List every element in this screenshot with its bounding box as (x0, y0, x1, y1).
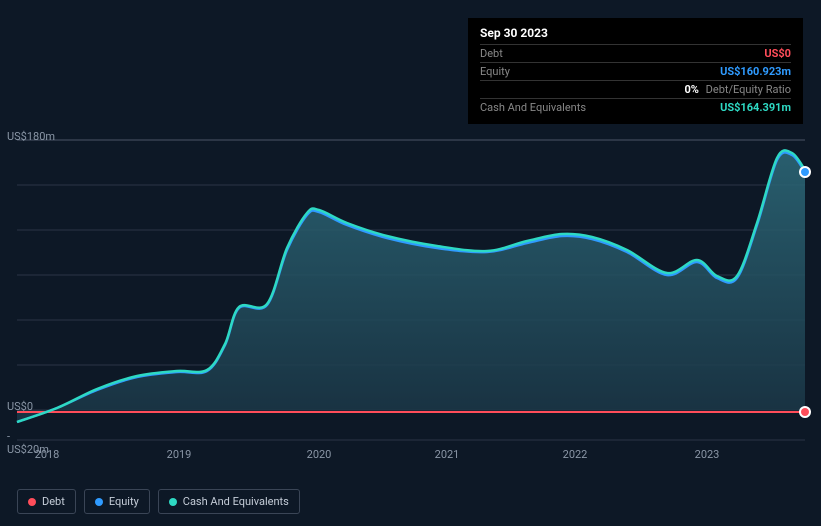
tooltip-row-label: Cash And Equivalents (480, 101, 586, 114)
tooltip-row: Equity US$160.923m (480, 62, 791, 80)
legend-label: Equity (109, 495, 139, 508)
x-axis-label: 2022 (563, 448, 588, 461)
tooltip-row-value: 0% Debt/Equity Ratio (684, 83, 791, 96)
tooltip-date: Sep 30 2023 (480, 26, 791, 40)
legend-dot (28, 498, 36, 506)
tooltip-row: Debt US$0 (480, 44, 791, 62)
legend-label: Cash And Equivalents (183, 495, 289, 508)
chart-area (17, 140, 805, 440)
chart-tooltip: Sep 30 2023 Debt US$0 Equity US$160.923m 0% … (468, 18, 803, 124)
legend-dot (95, 498, 103, 506)
legend-dot (169, 498, 177, 506)
x-axis-label: 2021 (435, 448, 460, 461)
x-axis-labels: 2018 2019 2020 2021 2022 2023 (17, 448, 805, 468)
tooltip-row-value: US$0 (764, 47, 791, 60)
legend-label: Debt (42, 495, 65, 508)
tooltip-row: Cash And Equivalents US$164.391m (480, 98, 791, 116)
chart-legend: Debt Equity Cash And Equivalents (17, 489, 300, 514)
tooltip-row-label: Debt (480, 47, 503, 60)
x-axis-label: 2018 (35, 448, 60, 461)
legend-item[interactable]: Equity (84, 489, 150, 514)
tooltip-row: 0% Debt/Equity Ratio (480, 80, 791, 98)
chart-svg (17, 140, 805, 440)
tooltip-row-suffix: Debt/Equity Ratio (703, 83, 791, 96)
x-axis-label: 2023 (695, 448, 720, 461)
legend-item[interactable]: Cash And Equivalents (158, 489, 300, 514)
legend-item[interactable]: Debt (17, 489, 76, 514)
tooltip-row-value: US$164.391m (720, 101, 791, 114)
x-axis-label: 2020 (307, 448, 332, 461)
tooltip-row-value: US$160.923m (720, 65, 791, 78)
x-axis-label: 2019 (167, 448, 192, 461)
tooltip-row-label: Equity (480, 65, 510, 78)
